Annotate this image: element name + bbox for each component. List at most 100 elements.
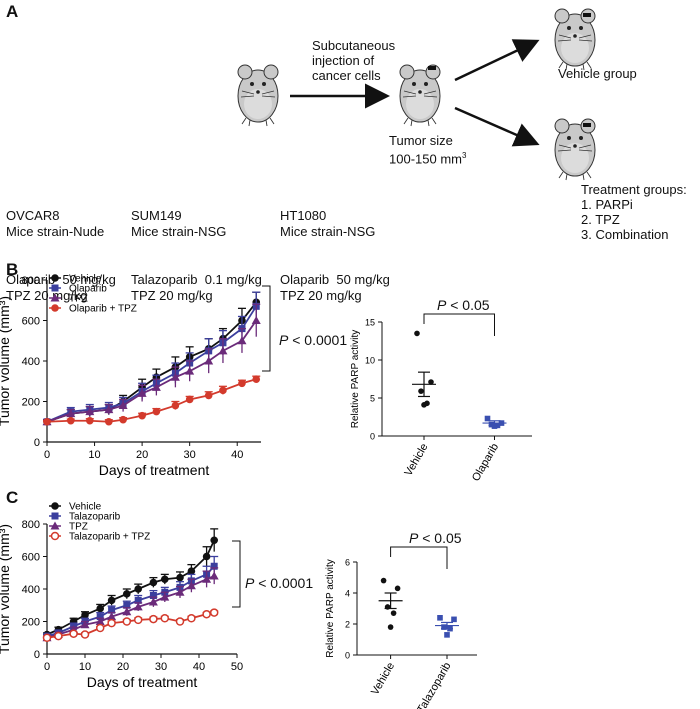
mouse-icon-injected bbox=[399, 64, 441, 127]
c-growth-y-tick-label: 0 bbox=[34, 649, 40, 661]
b-growth-x-tick-label: 40 bbox=[231, 449, 243, 461]
c-growth-point bbox=[133, 602, 143, 611]
b-growth-point bbox=[138, 411, 146, 420]
b-growth-point bbox=[152, 407, 161, 416]
c-growth-point bbox=[149, 578, 158, 587]
b-growth-y-tick-label: 200 bbox=[22, 397, 40, 409]
c-growth-legend-label: TPZ bbox=[69, 522, 88, 533]
c-growth-y-tick-label: 200 bbox=[22, 617, 40, 629]
c-growth-point bbox=[149, 592, 157, 599]
b-growth-point bbox=[85, 407, 95, 416]
b-growth-series-3 bbox=[43, 375, 261, 426]
b-growth-point bbox=[204, 356, 214, 365]
c-growth-point bbox=[209, 608, 219, 617]
b-growth-y-tick-label: 400 bbox=[22, 356, 40, 368]
c-growth-point bbox=[175, 617, 185, 626]
c-growth-sig-bracket bbox=[232, 540, 241, 608]
c-growth-legend-marker bbox=[50, 521, 60, 530]
c-growth-point bbox=[95, 617, 105, 625]
c-growth-point bbox=[161, 575, 169, 584]
b-growth-y-axis-label: Tumor volume (mm³) bbox=[0, 296, 12, 426]
c-growth-point bbox=[148, 597, 158, 606]
b-parp-y-tick-label: 0 bbox=[370, 432, 375, 442]
c-growth-point bbox=[210, 536, 218, 545]
panel-a-letter: A bbox=[6, 2, 19, 21]
b-growth-point bbox=[252, 375, 261, 384]
c-parp-y-tick-label: 0 bbox=[345, 651, 350, 661]
c-growth-point bbox=[176, 573, 184, 582]
c-parp-pvalue: P < 0.05 bbox=[409, 530, 462, 546]
b-growth-point bbox=[219, 386, 227, 395]
b-parp-point bbox=[494, 422, 501, 429]
c-growth-point bbox=[209, 571, 219, 580]
c-growth-point bbox=[123, 601, 131, 609]
c-parp-y-tick-label: 2 bbox=[345, 620, 350, 630]
b-growth-point bbox=[104, 405, 114, 414]
c-growth-y-tick-label: 600 bbox=[22, 552, 40, 564]
b-parp-point bbox=[418, 388, 424, 394]
tumor-size-label: Tumor size 100-150 mm3 bbox=[389, 133, 467, 167]
b-growth-point bbox=[237, 336, 247, 345]
b-growth-legend-marker bbox=[50, 293, 60, 302]
b-growth-pvalue: P < 0.0001 bbox=[279, 332, 348, 348]
injection-label: Subcutaneous injection of cancer cells bbox=[312, 38, 396, 83]
c-growth-x-tick-label: 0 bbox=[44, 661, 50, 673]
b-parp-point bbox=[421, 402, 427, 408]
b-parp-y-tick-label: 15 bbox=[365, 318, 375, 328]
c-parp-point bbox=[387, 624, 394, 630]
c-growth-point bbox=[96, 613, 104, 621]
b-growth-legend-label: Olaparib bbox=[69, 284, 107, 295]
c-growth-point bbox=[122, 617, 132, 626]
b-growth-point bbox=[118, 401, 128, 410]
c-growth-x-tick-label: 50 bbox=[231, 661, 243, 673]
c-growth-point bbox=[133, 615, 143, 625]
c-growth-point bbox=[187, 567, 196, 575]
c-parp-point bbox=[390, 610, 397, 616]
c-parp-point bbox=[441, 624, 447, 630]
c-parp-point bbox=[451, 616, 457, 623]
c-growth-point bbox=[186, 581, 196, 590]
c-growth-point bbox=[107, 596, 116, 605]
b-parp-y-tick-label: 5 bbox=[370, 394, 375, 404]
c-parp-x-tick-label: Talazoparib bbox=[415, 661, 454, 709]
c-growth-y-tick-label: 800 bbox=[22, 519, 40, 531]
c-growth-point bbox=[107, 612, 117, 621]
b-growth-x-tick-label: 10 bbox=[88, 449, 100, 461]
c-growth-pvalue: P < 0.0001 bbox=[245, 575, 314, 591]
c-growth-x-tick-label: 20 bbox=[117, 661, 129, 673]
c-growth-x-tick-label: 30 bbox=[155, 661, 167, 673]
c-growth-point bbox=[160, 592, 170, 601]
c-growth-point bbox=[80, 630, 90, 639]
b-parp-point bbox=[484, 415, 491, 422]
arrow-vehicle bbox=[454, 39, 540, 82]
c-growth-point bbox=[69, 629, 78, 638]
mouse-icon-vehicle bbox=[554, 8, 596, 71]
b-growth-legend-label: TPZ bbox=[69, 294, 88, 305]
c-growth-point bbox=[123, 590, 131, 598]
b-parp-y-tick-label: 10 bbox=[365, 356, 375, 366]
b-growth-point bbox=[119, 415, 127, 424]
b-growth-point bbox=[204, 391, 213, 400]
c-growth-point bbox=[96, 604, 104, 613]
b-growth-sig-bracket bbox=[262, 285, 271, 372]
c-growth-point bbox=[202, 552, 211, 561]
b-growth-legend-marker bbox=[51, 304, 59, 312]
c-growth-point bbox=[134, 596, 142, 604]
c-growth-x-tick-label: 10 bbox=[79, 661, 91, 673]
b-growth-point bbox=[218, 346, 228, 355]
b-growth-x-tick-label: 30 bbox=[184, 449, 196, 461]
b-growth-point bbox=[86, 416, 94, 425]
b-parp-point bbox=[488, 421, 495, 428]
b-growth-legend-marker bbox=[51, 284, 59, 292]
c-growth-point bbox=[160, 614, 170, 623]
c-parp-x-tick-label: Vehicle bbox=[369, 661, 397, 698]
b-growth-point bbox=[66, 416, 75, 425]
b-growth-point bbox=[137, 388, 147, 397]
c-growth-series-0 bbox=[43, 528, 219, 639]
model-sum149: SUM149 Mice strain-NSG Talazoparib 0.1 mg… bbox=[131, 208, 262, 303]
b-growth-x-axis-label: Days of treatment bbox=[99, 462, 210, 478]
c-growth-point bbox=[54, 631, 63, 641]
